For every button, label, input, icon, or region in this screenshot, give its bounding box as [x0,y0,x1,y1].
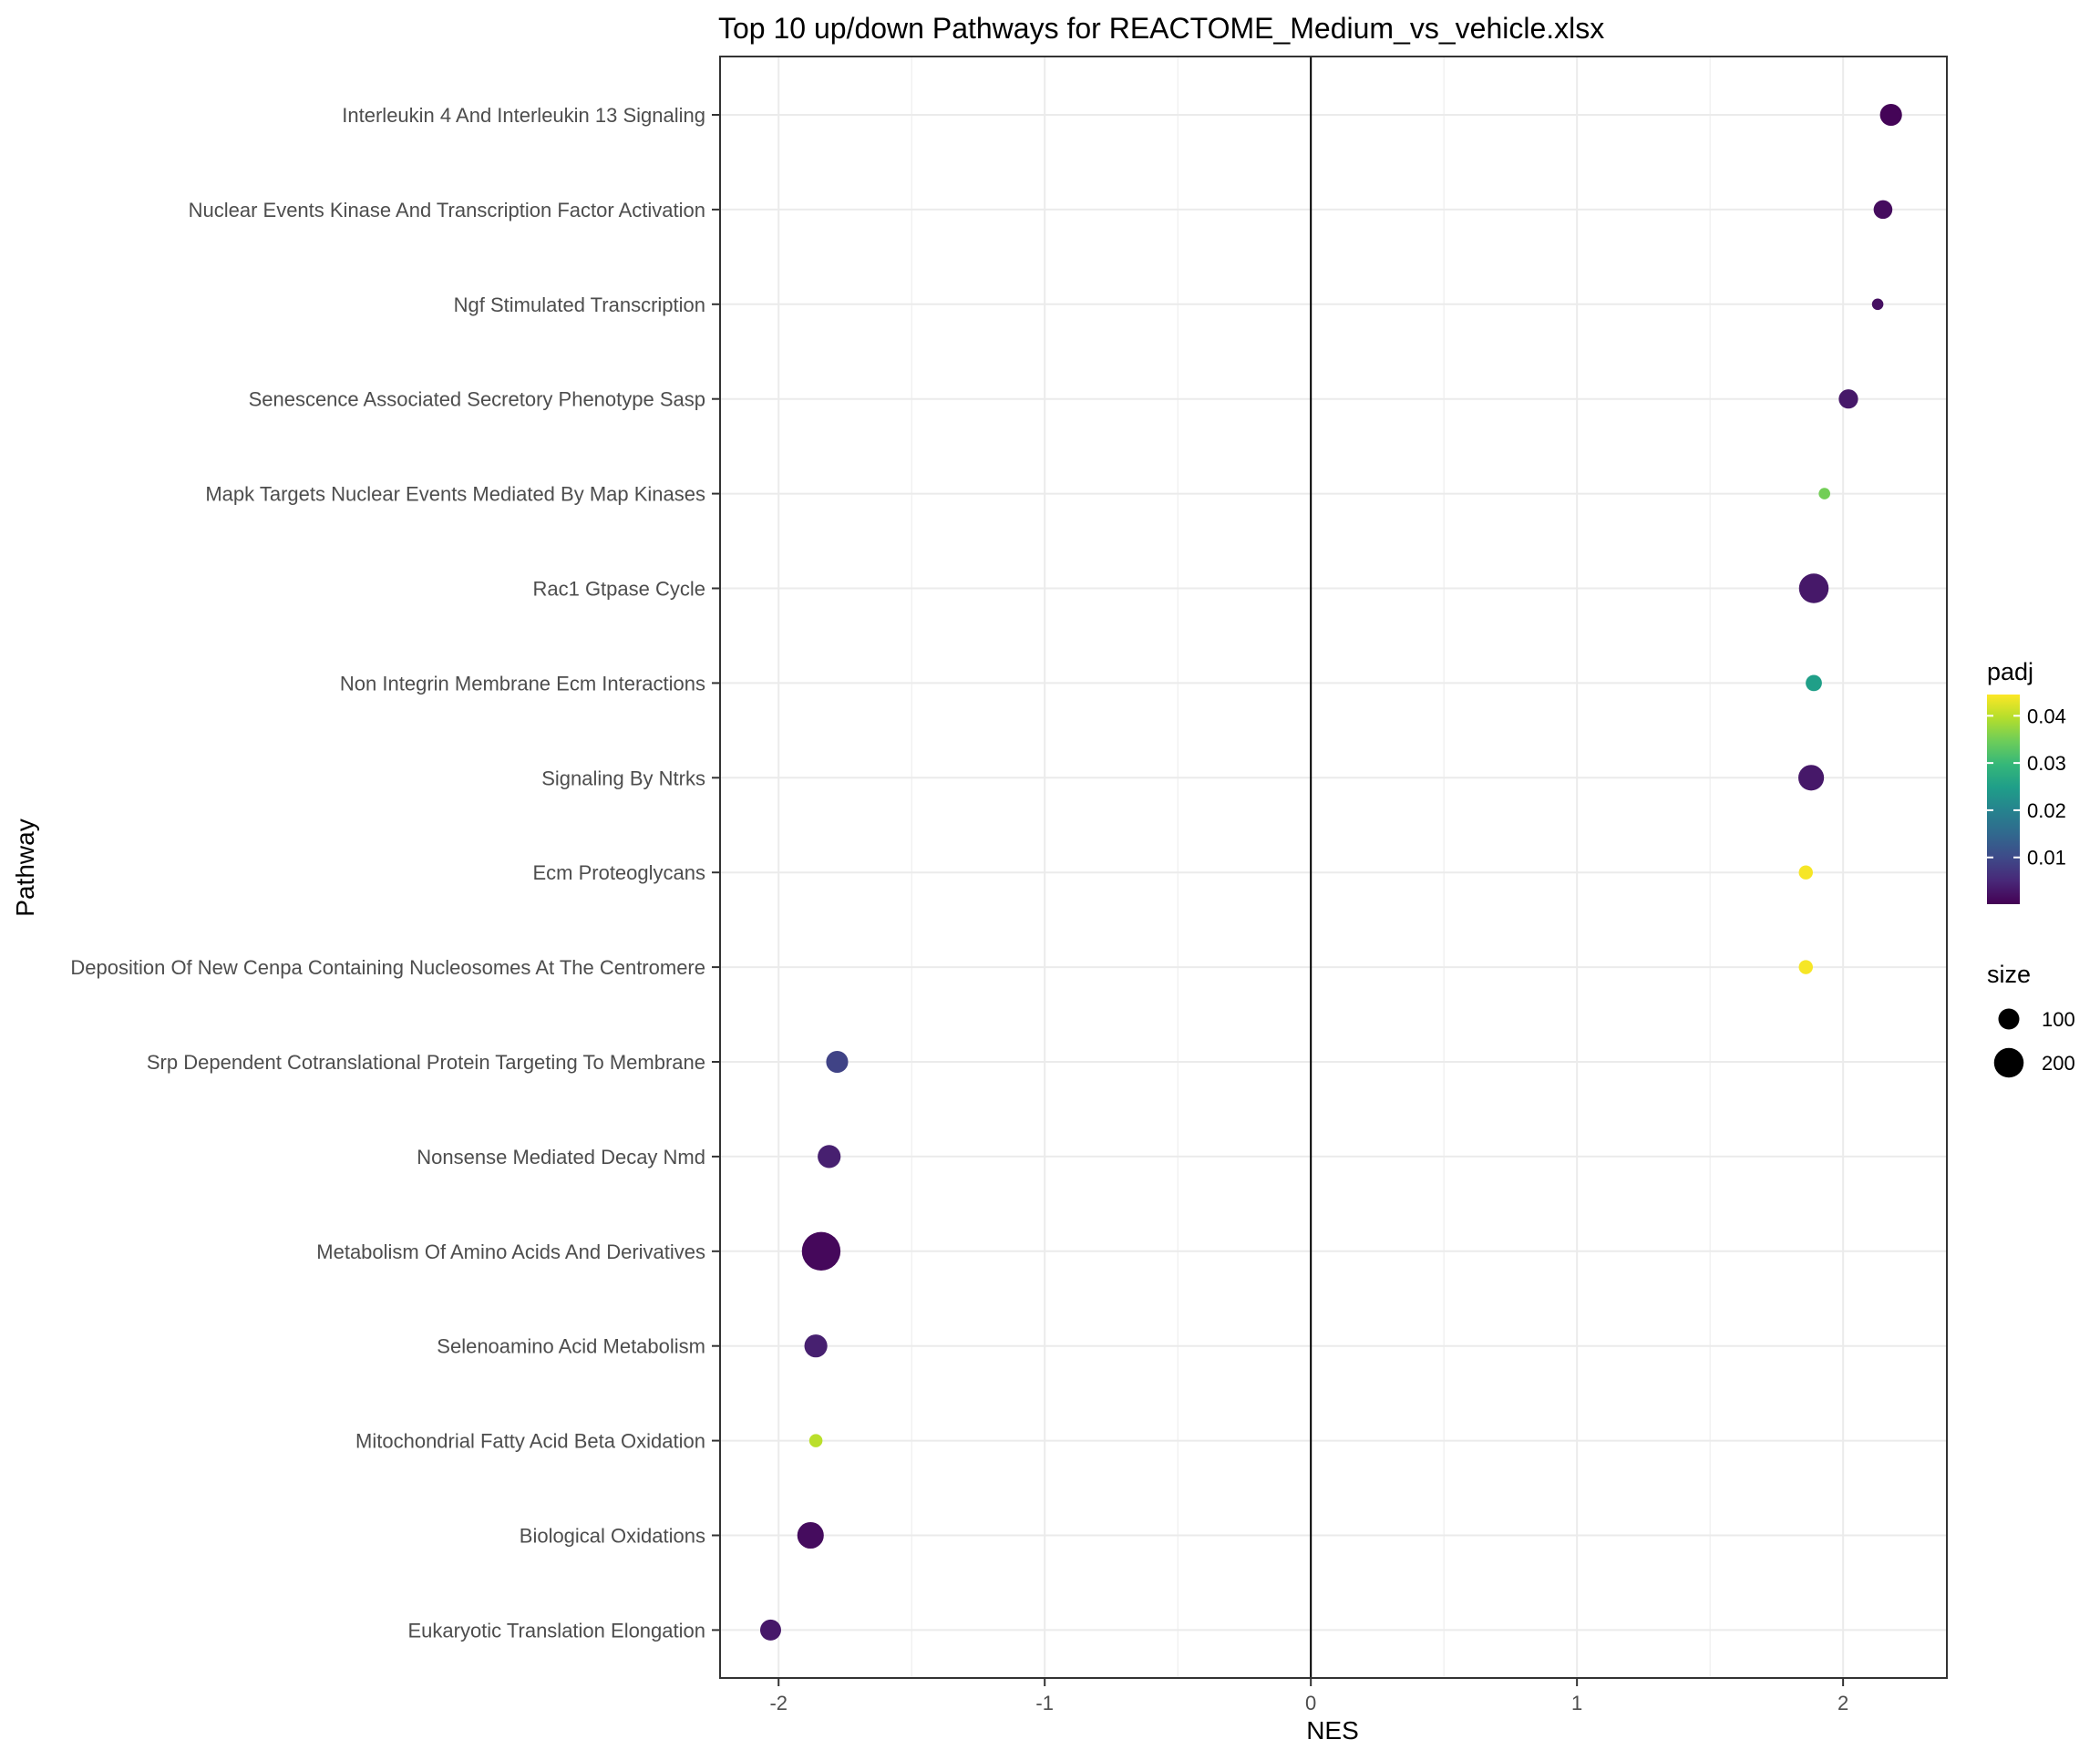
size-legend: size 100 200 [1987,961,2075,1078]
padj-legend: padj 0.01 0.02 0.03 0.04 [1987,658,2066,904]
data-point [1838,389,1858,409]
colorbar-tick-label: 0.01 [2027,847,2066,870]
data-point [1879,103,1902,127]
x-tick-label: -1 [1035,1692,1054,1714]
y-tick-label: Rac1 Gtpase Cycle [532,578,705,601]
size-legend-key [1998,1008,2020,1030]
grid-lines [720,57,1947,1678]
y-tick-label: Ngf Stimulated Transcription [454,293,705,316]
plot-panel-border [719,56,1948,1679]
y-tick-label: Selenoamino Acid Metabolism [437,1335,705,1358]
data-point [826,1050,849,1074]
data-point [801,1231,841,1271]
y-tick-label: Signaling By Ntrks [541,767,705,789]
y-tick-label: Metabolism Of Amino Acids And Derivative… [316,1240,705,1263]
padj-colorbar-ticks: 0.01 0.02 0.03 0.04 [1987,705,2066,870]
colorbar-tick-label: 0.04 [2027,705,2066,727]
data-point [1798,865,1813,880]
y-tick-label: Nuclear Events Kinase And Transcription … [189,199,705,221]
y-tick-label: Mitochondrial Fatty Acid Beta Oxidation [355,1430,705,1453]
x-tick-label: -2 [769,1692,788,1714]
y-tick-label: Non Integrin Membrane Ecm Interactions [340,672,705,695]
chart-title: Top 10 up/down Pathways for REACTOME_Med… [718,12,1604,45]
size-legend-label: 200 [2042,1052,2075,1075]
y-tick-label: Eukaryotic Translation Elongation [407,1619,705,1642]
padj-colorbar [1987,695,2020,904]
y-tick-label: Biological Oxidations [520,1525,705,1548]
data-point [1806,674,1822,692]
size-legend-title: size [1987,961,2031,988]
data-points [759,103,1902,1641]
y-tick-label: Nonsense Mediated Decay Nmd [417,1146,705,1168]
colorbar-tick-label: 0.03 [2027,752,2066,775]
y-tick-label: Interleukin 4 And Interleukin 13 Signali… [342,104,705,127]
data-point [1871,298,1884,311]
y-tick-label: Mapk Targets Nuclear Events Mediated By … [205,483,705,506]
data-point [797,1521,824,1549]
size-legend-items: 100 200 [1993,1008,2075,1078]
data-point [804,1334,828,1358]
y-tick-label: Ecm Proteoglycans [532,861,705,884]
data-point [808,1434,823,1447]
x-axis-title: NES [1306,1716,1359,1745]
data-point [1818,488,1830,499]
y-axis-title: Pathway [11,818,39,916]
y-tick-label: Deposition Of New Cenpa Containing Nucle… [70,956,705,979]
y-tick-label: Senescence Associated Secretory Phenotyp… [249,388,705,411]
padj-legend-title: padj [1987,658,2033,685]
data-point [1798,960,1813,974]
colorbar-tick-label: 0.02 [2027,799,2066,822]
y-tick-label: Srp Dependent Cotranslational Protein Ta… [147,1051,705,1074]
data-point [1873,200,1893,220]
data-point [1798,573,1829,603]
data-point [818,1145,841,1168]
size-legend-label: 100 [2042,1008,2075,1031]
x-tick-label: 1 [1571,1692,1582,1714]
x-tick-label: 2 [1838,1692,1848,1714]
data-point [1798,765,1825,791]
x-tick-label: 0 [1305,1692,1316,1714]
data-point [759,1619,781,1641]
size-legend-key [1993,1047,2024,1078]
y-tick-labels: Interleukin 4 And Interleukin 13 Signali… [70,104,720,1642]
x-tick-labels: -2 -1 0 1 2 [769,1678,1848,1714]
